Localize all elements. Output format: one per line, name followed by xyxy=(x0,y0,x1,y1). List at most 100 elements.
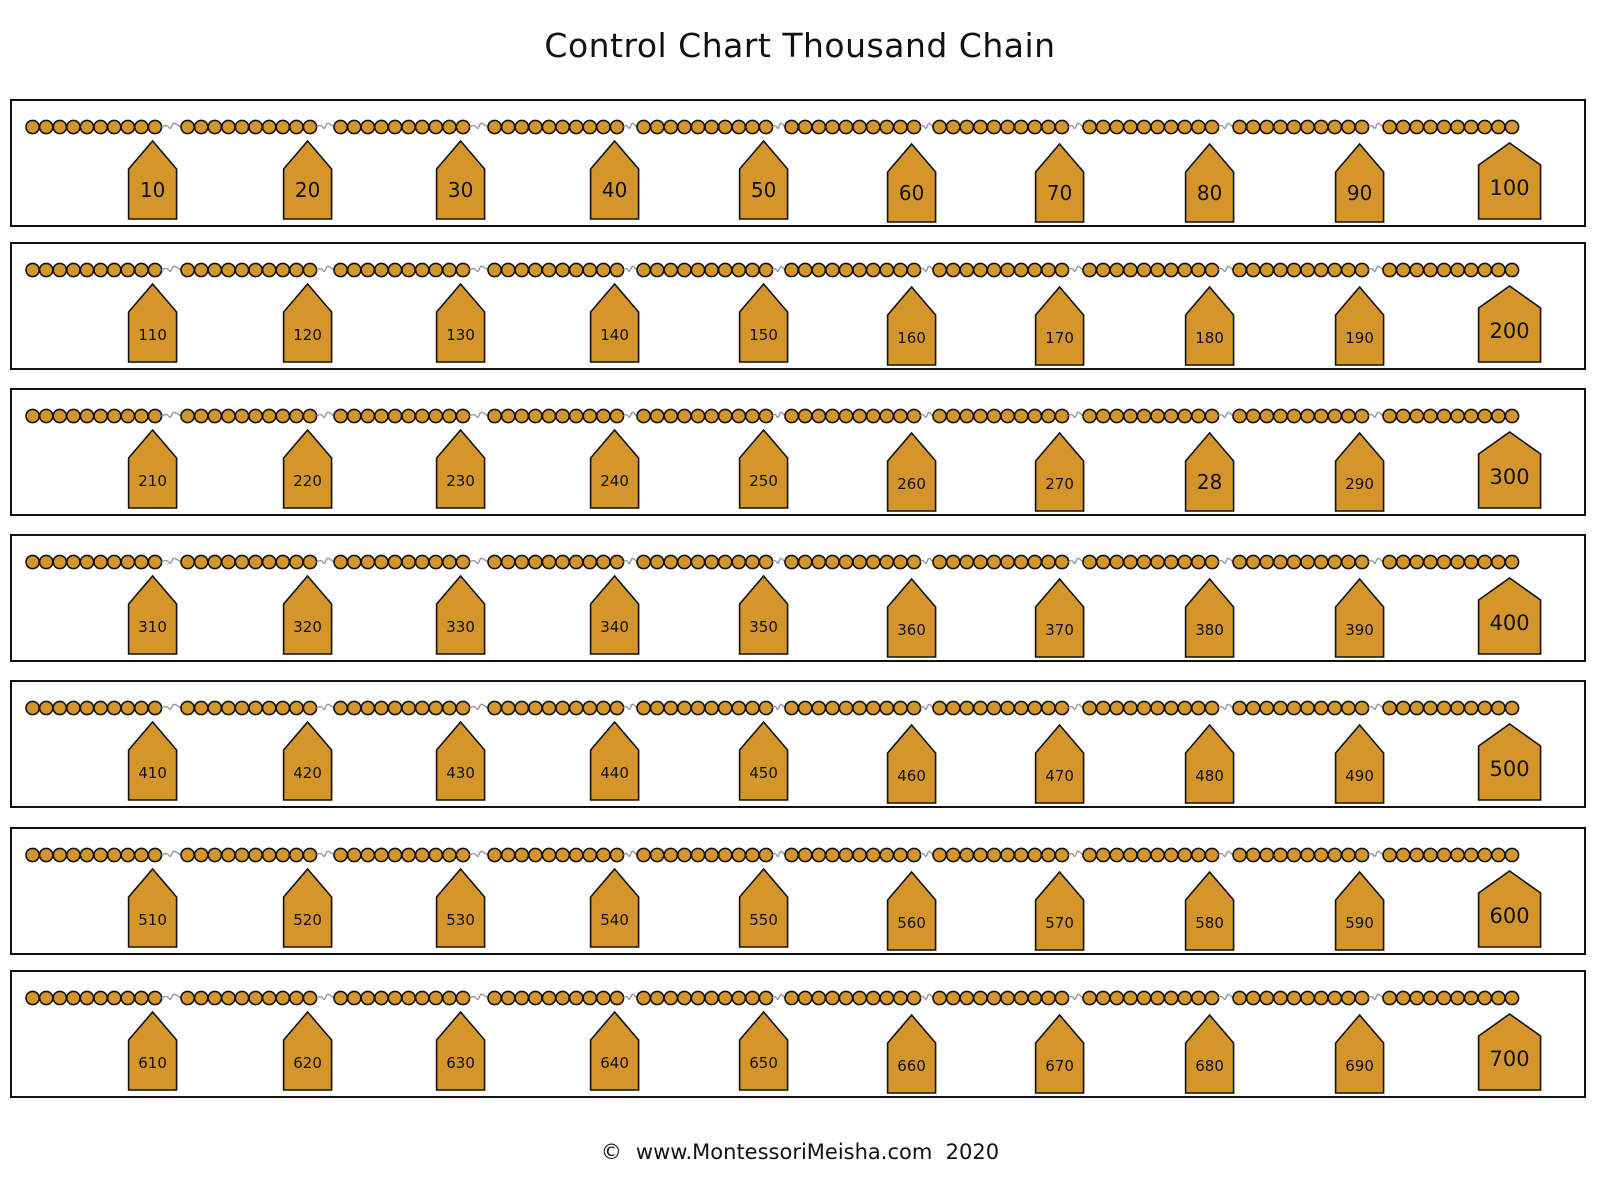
bead xyxy=(1450,700,1465,716)
bead xyxy=(1054,554,1070,570)
bead xyxy=(663,119,679,135)
bead xyxy=(1109,554,1125,570)
bead xyxy=(1163,408,1179,424)
bead xyxy=(373,990,389,1006)
bead xyxy=(797,262,813,278)
bead xyxy=(79,408,95,424)
bead xyxy=(1177,554,1193,570)
bead xyxy=(852,408,867,424)
bead xyxy=(1409,119,1425,135)
bead xyxy=(596,847,611,863)
bead xyxy=(1082,262,1097,278)
bead xyxy=(1095,700,1111,716)
bead xyxy=(758,408,774,424)
bead-bar xyxy=(1382,847,1520,863)
bead-bar xyxy=(1382,700,1520,716)
bead xyxy=(1150,408,1165,424)
bead xyxy=(1477,554,1493,570)
bead xyxy=(838,847,854,863)
bead xyxy=(1095,262,1111,278)
bead xyxy=(1273,119,1288,135)
bead xyxy=(455,408,471,424)
bead xyxy=(275,262,291,278)
bead xyxy=(373,262,389,278)
chain-link xyxy=(1218,265,1234,273)
bead-bar xyxy=(1382,990,1520,1006)
number-tag xyxy=(1034,577,1085,658)
chain-link xyxy=(1218,557,1234,565)
tag-number: 300 xyxy=(1490,465,1530,489)
bead xyxy=(1450,119,1465,135)
bead-bar xyxy=(1232,700,1370,716)
number-tag xyxy=(1184,285,1235,366)
bead xyxy=(1204,990,1220,1006)
bead xyxy=(528,700,543,716)
bead xyxy=(1150,262,1165,278)
bead xyxy=(441,554,457,570)
bead xyxy=(1327,700,1343,716)
bead xyxy=(596,700,611,716)
bead xyxy=(811,847,827,863)
bead xyxy=(636,262,651,278)
bead xyxy=(106,554,122,570)
bead xyxy=(207,990,223,1006)
tag-number: 200 xyxy=(1490,319,1530,343)
bead xyxy=(731,554,747,570)
tag-number: 370 xyxy=(1045,621,1074,639)
number-tag xyxy=(886,285,937,366)
bead xyxy=(568,262,584,278)
number-tag xyxy=(1184,723,1235,804)
bead xyxy=(1191,554,1206,570)
number-tag xyxy=(1034,723,1085,804)
bead xyxy=(1027,119,1043,135)
bead xyxy=(811,990,827,1006)
bead xyxy=(25,847,40,863)
bead xyxy=(1123,554,1138,570)
bead xyxy=(1109,119,1125,135)
bead xyxy=(1409,554,1425,570)
tag-number: 20 xyxy=(295,178,320,202)
number-tag xyxy=(589,139,640,220)
bead xyxy=(1477,119,1493,135)
bead xyxy=(1082,847,1097,863)
bead xyxy=(704,700,719,716)
tag-number: 450 xyxy=(749,764,778,782)
bead xyxy=(852,119,867,135)
bead xyxy=(1259,119,1275,135)
chain-row-graphic: 510 520 530 540 550 560 570 580 590 600 xyxy=(25,847,1542,951)
bead xyxy=(986,847,1002,863)
bead xyxy=(1463,847,1479,863)
bead xyxy=(1232,119,1247,135)
bead xyxy=(1041,990,1056,1006)
bead xyxy=(865,700,881,716)
bead-bar xyxy=(180,990,318,1006)
bead xyxy=(1354,700,1370,716)
number-tag xyxy=(1334,285,1385,366)
bead-bar xyxy=(487,700,625,716)
chain-link xyxy=(469,557,489,565)
bead xyxy=(1177,119,1193,135)
bead-bar xyxy=(180,847,318,863)
chain-link xyxy=(1068,265,1084,273)
bead xyxy=(133,847,149,863)
bead xyxy=(120,408,136,424)
bead xyxy=(568,119,584,135)
bead xyxy=(1027,262,1043,278)
chain-link xyxy=(469,850,489,858)
bead xyxy=(797,700,813,716)
bead xyxy=(1204,700,1220,716)
bead xyxy=(79,554,95,570)
bead-bar xyxy=(636,847,774,863)
bead xyxy=(758,700,774,716)
bead xyxy=(879,990,895,1006)
bead xyxy=(1163,847,1179,863)
bead xyxy=(1041,554,1056,570)
bead xyxy=(731,700,747,716)
tag-number: 630 xyxy=(446,1054,475,1072)
bead xyxy=(302,700,318,716)
bead xyxy=(25,700,40,716)
bead xyxy=(1327,990,1343,1006)
chain-row: 510 520 530 540 550 560 570 580 590 600 xyxy=(10,827,1586,955)
bead xyxy=(1395,554,1411,570)
bead xyxy=(401,408,416,424)
